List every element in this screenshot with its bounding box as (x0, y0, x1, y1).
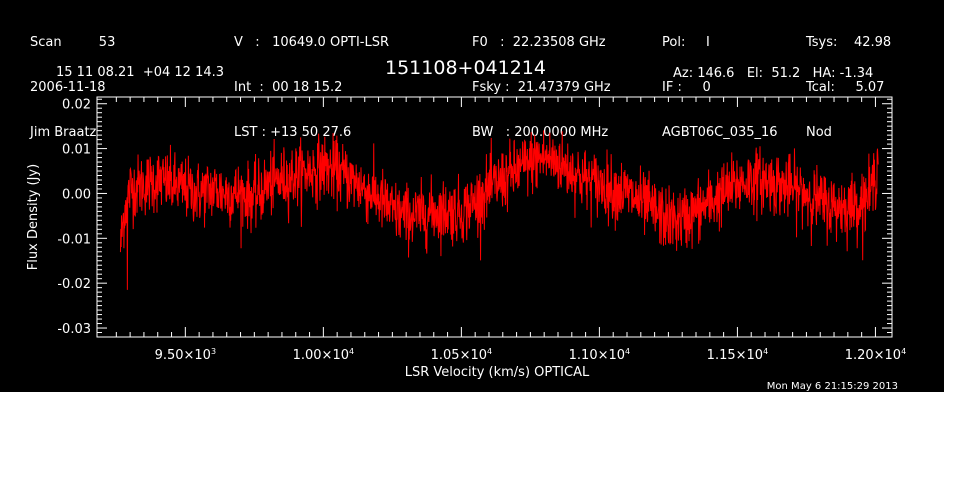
nod-label: Nod (806, 125, 832, 140)
ticks-layer: 9.50×103 1.00×104 1.05×104 1.10×104 1.15×104… (57, 97, 906, 363)
x-tick-label: 1.10×104 (569, 347, 630, 363)
y-axis-label: Flux Density (Jy) (26, 164, 41, 270)
x-tick-label: 9.50×103 (155, 347, 216, 363)
fsky-label: Fsky : 21.47379 GHz (472, 80, 611, 95)
header-col5: Tsys: 42.98 Tcal: 5.07 Nod (806, 5, 891, 170)
y-tick-label: -0.02 (57, 277, 91, 292)
azel-label: Az: 146.6 El: 51.2 HA: -1.34 (673, 66, 874, 81)
header-col3: F0 : 22.23508 GHz Fsky : 21.47379 GHz BW… (472, 5, 611, 170)
y-tick-label: -0.01 (57, 232, 91, 247)
header-col4: Pol: I IF : 0 AGBT06C_035_16 (662, 5, 778, 170)
plot-timestamp: Mon May 6 21:15:29 2013 (767, 381, 898, 392)
velocity-label: V : 10649.0 OPTI-LSR (234, 35, 390, 50)
bandwidth-label: BW : 200.0000 MHz (472, 125, 609, 140)
y-tick-label: 0.01 (62, 143, 91, 158)
source-name: 151108+041214 (385, 57, 546, 79)
x-tick-label: 1.20×104 (845, 347, 906, 363)
plot-panel: Scan 53 2006-11-18 Jim Braatz V : 10649.… (0, 0, 944, 392)
x-axis-label: LSR Velocity (km/s) OPTICAL (405, 365, 590, 380)
plot-frame (96, 96, 893, 338)
if-label: IF : 0 (662, 80, 711, 95)
project-label: AGBT06C_035_16 (662, 125, 778, 140)
y-tick-label: 0.00 (62, 187, 91, 202)
pol-label: Pol: I (662, 35, 710, 50)
y-tick-label: 0.02 (62, 98, 91, 113)
observer-label: Jim Braatz (30, 125, 97, 140)
x-tick-label: 1.05×104 (431, 347, 492, 363)
x-tick-label: 1.00×104 (293, 347, 354, 363)
date-label: 2006-11-18 (30, 80, 106, 95)
tsys-label: Tsys: 42.98 (806, 35, 892, 50)
header-col1: Scan 53 2006-11-18 Jim Braatz (30, 5, 115, 170)
f0-label: F0 : 22.23508 GHz (472, 35, 606, 50)
spectrum-trace (119, 130, 879, 290)
y-tick-label: -0.03 (57, 322, 91, 337)
coords-label: 15 11 08.21 +04 12 14.3 (56, 65, 225, 80)
tcal-label: Tcal: 5.07 (806, 80, 885, 95)
lst-label: LST : +13 50 27.6 (234, 125, 352, 140)
scan-label: Scan 53 (30, 35, 116, 50)
spectrum-chart: 9.50×103 1.00×104 1.05×104 1.10×104 1.15×104… (26, 96, 906, 392)
header-col2: V : 10649.0 OPTI-LSR Int : 00 18 15.2 LS… (234, 5, 389, 170)
x-tick-label: 1.15×104 (707, 347, 768, 363)
trace-layer (119, 130, 879, 290)
integration-label: Int : 00 18 15.2 (234, 80, 343, 95)
